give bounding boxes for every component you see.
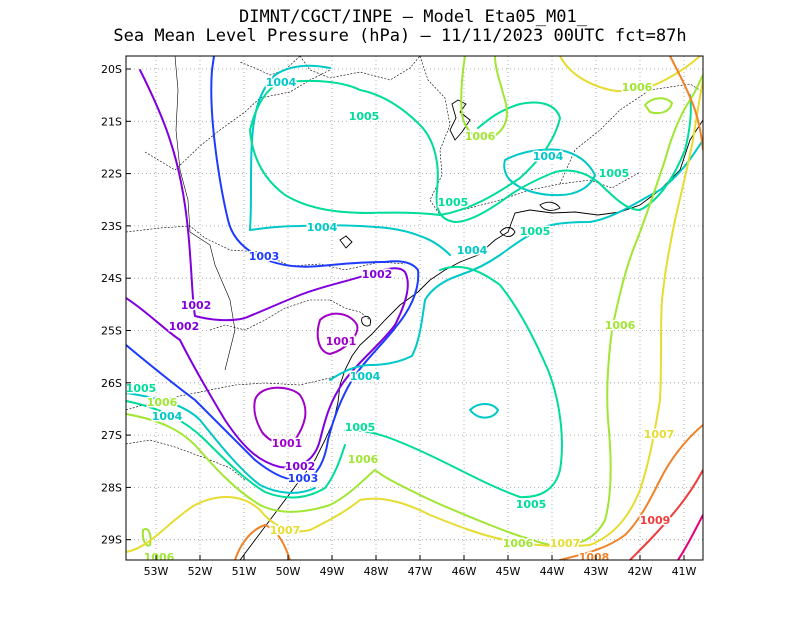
contour-label-1006: 1006 (144, 551, 175, 564)
contour-1005 (344, 265, 563, 499)
contour-label-1004: 1004 (307, 221, 338, 234)
lat-tick-label: 22S (101, 168, 122, 181)
contour-1007 (126, 79, 703, 553)
contour-label-1007: 1007 (550, 537, 581, 550)
contour-label-1006: 1006 (503, 537, 534, 550)
contour-label-1006: 1006 (147, 396, 178, 409)
contour-1006 (644, 97, 673, 115)
contour-label-1005: 1005 (345, 421, 376, 434)
contour-1005 (439, 101, 561, 216)
pressure-contours (126, 56, 703, 560)
lon-tick-label: 45W (496, 565, 521, 578)
contour-1001 (253, 386, 307, 445)
contour-1005 (249, 129, 441, 216)
contour-1005 (126, 400, 346, 499)
contour-label-1009: 1009 (640, 514, 671, 527)
rivers (174, 56, 236, 371)
contour-label-1006: 1006 (622, 81, 653, 94)
graticule-grid (126, 56, 703, 560)
contour-label-1007: 1007 (270, 524, 301, 537)
contour-label-1005: 1005 (126, 382, 157, 395)
contour-1006 (460, 56, 508, 140)
contour-1003 (126, 56, 420, 482)
contour-1008 (669, 56, 703, 151)
contour-1009 (629, 469, 703, 560)
lon-tick-label: 48W (364, 565, 389, 578)
contour-1001 (316, 312, 359, 355)
title-line-2: Sea Mean Level Pressure (hPa) – 11/11/20… (113, 26, 686, 46)
contour-1004 (469, 403, 499, 419)
lon-tick-label: 47W (408, 565, 433, 578)
contour-label-1006: 1006 (605, 319, 636, 332)
lon-tick-label: 49W (320, 565, 345, 578)
contour-1008 (559, 424, 703, 560)
contour-label-1005: 1005 (599, 167, 630, 180)
contour-label-1004: 1004 (533, 150, 564, 163)
axis-ticks: 20S 21S 22S 23S 24S 25S 26S 27S 28S 29S 53W 52W 51W 5… (101, 63, 697, 578)
lat-tick-label: 24S (101, 272, 122, 285)
contour-1004 (503, 148, 596, 197)
contour-1004 (249, 224, 451, 256)
title-line-1: DIMNT/CGCT/INPE – Model Eta05_M01_ (239, 7, 588, 27)
lon-tick-label: 52W (188, 565, 213, 578)
contour-label-1002: 1002 (362, 268, 393, 281)
contour-label-1006: 1006 (465, 130, 496, 143)
lon-tick-label: 50W (276, 565, 301, 578)
contour-label-1005: 1005 (349, 110, 380, 123)
contour-label-1002: 1002 (181, 299, 212, 312)
contour-label-1002: 1002 (169, 320, 200, 333)
contour-label-1006: 1006 (348, 453, 379, 466)
contour-label-1004: 1004 (350, 370, 381, 383)
lon-tick-label: 53W (144, 565, 169, 578)
contour-1004 (126, 392, 316, 494)
contour-label-1001: 1001 (326, 335, 357, 348)
contour-label-1002: 1002 (285, 460, 316, 473)
contour-label-1005: 1005 (516, 498, 547, 511)
contour-label-1003: 1003 (249, 250, 280, 263)
contour-label-1007: 1007 (644, 428, 675, 441)
lat-tick-label: 27S (101, 429, 122, 442)
contour-label-1004: 1004 (266, 76, 297, 89)
state-borders (126, 56, 703, 481)
lat-tick-label: 21S (101, 115, 122, 128)
lat-tick-label: 23S (101, 220, 122, 233)
lon-tick-label: 46W (452, 565, 477, 578)
lon-tick-label: 42W (628, 565, 653, 578)
contour-label-1005: 1005 (520, 225, 551, 238)
lat-tick-label: 29S (101, 534, 122, 547)
lon-tick-label: 51W (232, 565, 257, 578)
contour-label-1005: 1005 (438, 196, 469, 209)
contour-1008 (234, 524, 291, 560)
contour-1004 (329, 139, 703, 381)
lon-tick-label: 43W (584, 565, 609, 578)
plot-frame (125, 55, 704, 561)
lat-tick-label: 28S (101, 481, 122, 494)
lat-tick-label: 20S (101, 63, 122, 76)
contour-1007 (559, 56, 701, 93)
contour-label-1008: 1008 (579, 551, 610, 564)
contour-1010 (677, 514, 703, 560)
lon-tick-label: 41W (672, 565, 697, 578)
contour-label-1004: 1004 (457, 244, 488, 257)
contour-label-1001: 1001 (272, 437, 303, 450)
contour-1006 (141, 528, 152, 547)
contour-1005 (249, 79, 692, 223)
lon-tick-label: 44W (540, 565, 565, 578)
contour-label-1003: 1003 (288, 472, 319, 485)
contour-label-1004: 1004 (152, 410, 183, 423)
lat-tick-label: 25S (101, 325, 122, 338)
lat-tick-label: 26S (101, 377, 122, 390)
contour-1002 (126, 69, 409, 469)
